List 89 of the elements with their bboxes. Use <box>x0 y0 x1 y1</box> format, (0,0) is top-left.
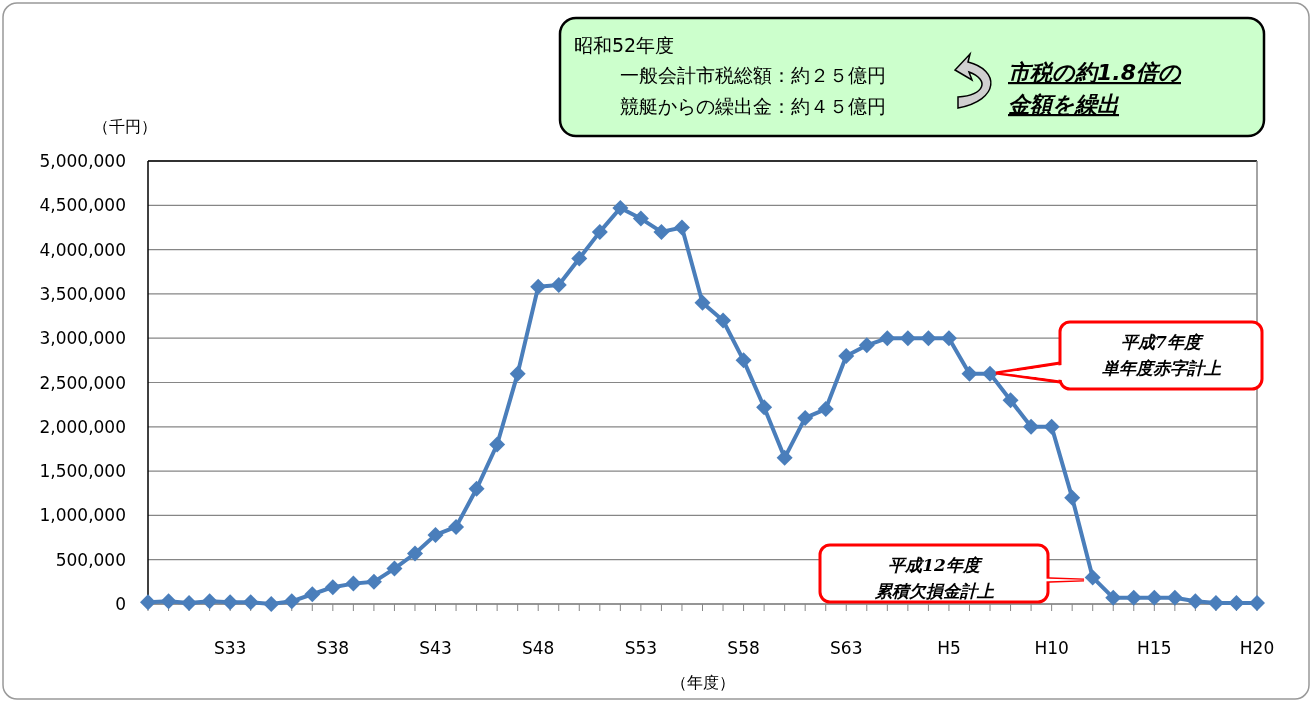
y-tick-label: 1,000,000 <box>39 505 126 526</box>
point <box>612 199 629 216</box>
x-tick-label: S58 <box>727 638 760 658</box>
y-tick-label: 2,500,000 <box>39 372 126 393</box>
point <box>160 593 177 610</box>
point <box>591 223 608 240</box>
y-axis-title: （千円） <box>93 117 157 136</box>
point <box>386 560 403 577</box>
point <box>940 330 957 347</box>
point <box>838 347 855 364</box>
annotation: 累積欠損金計上 <box>873 581 995 601</box>
x-tick-label: S43 <box>419 638 452 658</box>
annotation: 単年度赤字計上 <box>1101 358 1222 378</box>
y-tick-label: 4,000,000 <box>39 239 126 260</box>
point <box>468 480 485 497</box>
point <box>571 250 588 267</box>
point <box>1002 392 1019 409</box>
point <box>1043 418 1060 435</box>
y-tick-label: 1,500,000 <box>39 461 126 482</box>
y-tick-label: 500,000 <box>55 549 126 570</box>
x-axis-title: （年度） <box>670 673 735 692</box>
point <box>406 545 423 562</box>
x-tick-label: S53 <box>624 638 658 658</box>
callout: 平成7年度 単年度赤字計上 <box>994 320 1264 391</box>
point <box>1023 418 1040 435</box>
point <box>1146 589 1163 606</box>
y-tick-label: 2,000,000 <box>39 416 126 437</box>
point <box>201 593 218 610</box>
point <box>1249 595 1265 612</box>
point <box>797 409 814 426</box>
point <box>776 449 793 466</box>
y-tick-label: 0 <box>115 594 126 614</box>
point <box>715 312 732 329</box>
point <box>427 526 444 543</box>
point <box>1207 595 1224 612</box>
point <box>140 594 156 611</box>
point <box>694 294 711 311</box>
annotation: 平成7年度 <box>1121 332 1204 352</box>
point <box>632 210 649 227</box>
text: 競艇からの繰出金：約４５億円 <box>620 95 886 117</box>
point <box>1228 595 1245 612</box>
point <box>1166 589 1183 606</box>
point <box>550 277 567 294</box>
point <box>448 518 465 535</box>
point <box>263 596 280 612</box>
x-tick-label: H5 <box>937 638 961 658</box>
point <box>735 352 752 369</box>
point <box>489 436 506 453</box>
point <box>222 594 239 611</box>
point <box>509 365 526 382</box>
x-tick-label: H15 <box>1137 638 1172 658</box>
point <box>1084 569 1101 586</box>
x-tick-label: S63 <box>830 638 863 658</box>
y-tick-label: 3,000,000 <box>39 328 126 349</box>
y-tick-label: 5,000,000 <box>39 151 126 171</box>
point <box>181 595 198 612</box>
x-tick-label: H10 <box>1034 638 1069 658</box>
point <box>961 365 978 382</box>
y-tick-label: 4,500,000 <box>39 195 126 216</box>
point <box>1125 589 1142 606</box>
y-tick-label: 3,500,000 <box>39 283 126 304</box>
point <box>756 399 773 416</box>
point <box>345 575 362 592</box>
point <box>304 586 321 603</box>
point <box>1105 589 1122 606</box>
point <box>817 401 834 418</box>
point <box>242 594 259 611</box>
x-tick-label: S33 <box>213 638 247 658</box>
point <box>324 579 341 596</box>
point <box>982 365 999 382</box>
point <box>858 337 875 354</box>
text: 昭和52年度 <box>574 34 675 56</box>
x-tick-label: H20 <box>1239 638 1275 658</box>
point <box>899 330 916 347</box>
point <box>653 223 670 240</box>
point <box>283 593 300 610</box>
point <box>879 330 896 347</box>
text: 金額を繰出 <box>1008 92 1120 117</box>
text: 一般会計市税総額：約２５億円 <box>620 64 886 86</box>
text: 市税の約1.8倍の <box>1008 60 1182 85</box>
point <box>1187 593 1204 610</box>
x-tick-label: S48 <box>521 638 555 658</box>
annotation: 平成12年度 <box>888 555 983 575</box>
point <box>1064 489 1081 506</box>
x-tick-label: S38 <box>316 638 350 658</box>
point <box>365 573 382 590</box>
point <box>920 330 937 347</box>
point <box>673 219 690 236</box>
point <box>530 278 547 295</box>
